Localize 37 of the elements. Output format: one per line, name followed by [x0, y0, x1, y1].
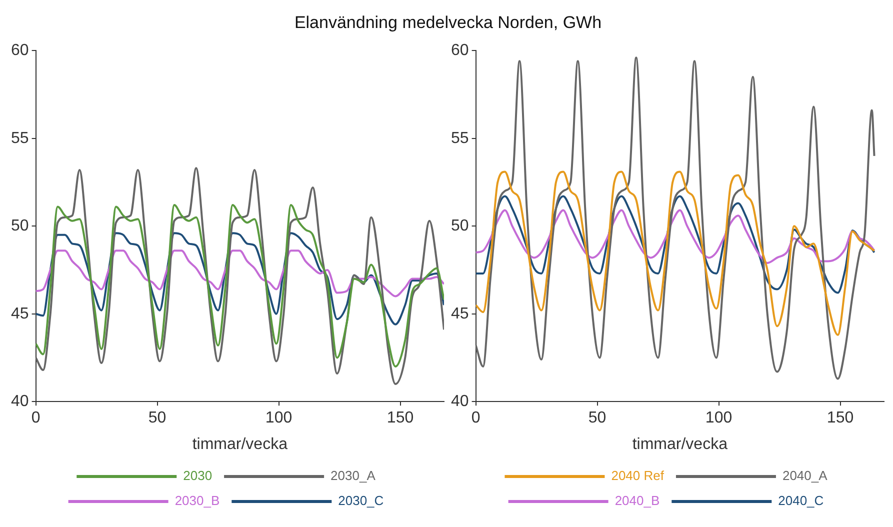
line-series [476, 170, 876, 336]
x-tick-label: 50 [148, 410, 166, 427]
text: 2030 [183, 468, 212, 484]
y-tick-label: 55 [451, 130, 469, 147]
y-tick-label: 45 [451, 305, 469, 322]
x-tick-label: 150 [826, 410, 854, 427]
y-tick-label: 45 [11, 305, 29, 322]
line-series [476, 195, 876, 294]
line-series [476, 209, 876, 264]
x-tick-label: 0 [31, 410, 40, 427]
y-tick-label: 60 [11, 42, 29, 60]
text: 2040_A [782, 468, 828, 484]
x-axis-title: timmar/vecka [192, 436, 288, 453]
line-series [36, 204, 444, 368]
text: 2040_C [778, 493, 824, 508]
y-tick-label: 55 [11, 130, 29, 147]
text: 2030_C [338, 493, 384, 508]
y-tick-label: 40 [11, 393, 29, 410]
x-axis-title: timmar/vecka [632, 436, 728, 453]
line-series [36, 167, 444, 386]
text: 2040_B [614, 493, 660, 508]
line-series [476, 56, 876, 380]
y-tick-label: 60 [451, 42, 469, 60]
x-tick-label: 50 [588, 410, 606, 427]
line-series [36, 250, 444, 298]
text: 2040 Ref [611, 468, 664, 484]
x-tick-label: 150 [386, 410, 414, 427]
chart-title: Elanvändning medelvecka Norden, GWh [294, 13, 602, 32]
line-series [36, 232, 444, 326]
text: 2030_B [174, 493, 220, 508]
text: 2030_A [330, 468, 376, 484]
y-tick-label: 50 [11, 218, 29, 235]
y-tick-label: 40 [451, 393, 469, 410]
y-tick-label: 50 [451, 218, 469, 235]
x-tick-label: 100 [705, 410, 732, 427]
x-tick-label: 100 [265, 410, 292, 427]
x-tick-label: 0 [471, 410, 480, 427]
